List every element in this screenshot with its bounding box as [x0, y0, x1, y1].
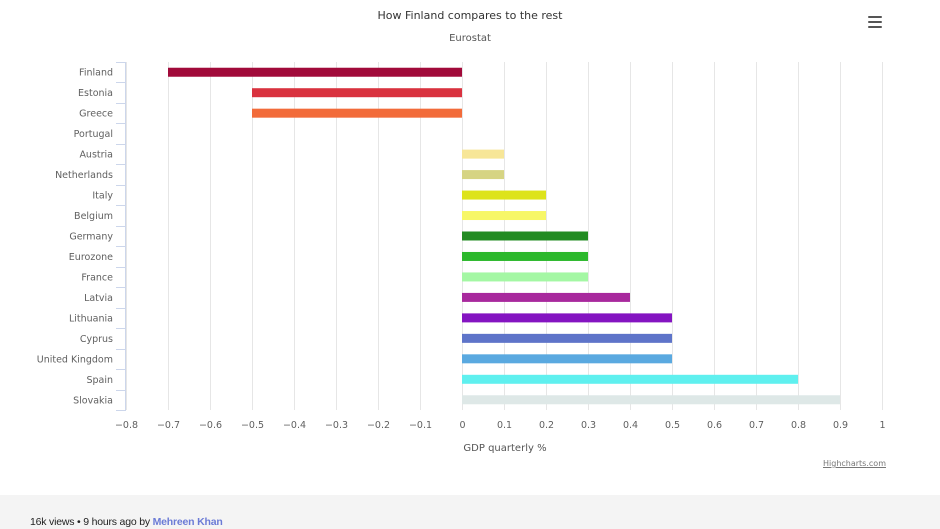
hamburger-menu-icon-bar	[868, 26, 882, 28]
bar-chart-plot: Finland Estonia Greece Portugal Austria Nethe…	[37, 62, 886, 454]
x-tick-label: 0	[459, 420, 465, 431]
bar[interactable]	[462, 149, 504, 159]
y-tick-label: United Kingdom	[37, 354, 113, 365]
bar[interactable]	[462, 374, 798, 384]
x-tick-label: 0.4	[623, 420, 638, 431]
y-tick-label: Eurozone	[69, 252, 113, 263]
x-tick-label: −0.3	[325, 420, 348, 431]
bar[interactable]	[462, 231, 588, 241]
x-tick-label: 0.2	[539, 420, 554, 431]
views-and-time: 16k views • 9 hours ago by	[30, 516, 153, 528]
x-tick-label: −0.1	[409, 420, 432, 431]
y-tick-label: Germany	[69, 232, 113, 243]
x-tick-label: 0.8	[791, 420, 806, 431]
bar[interactable]	[252, 108, 462, 118]
x-tick-label: 0.3	[581, 420, 596, 431]
x-tick-label: −0.4	[283, 420, 306, 431]
footer-bar: 16k views • 9 hours ago by Mehreen Khan	[0, 495, 940, 529]
y-tick-label: Italy	[92, 191, 113, 202]
bar[interactable]	[462, 354, 672, 364]
y-tick-label: Austria	[79, 150, 113, 161]
x-tick-label: −0.8	[115, 420, 138, 431]
bar[interactable]	[252, 88, 462, 98]
y-tick-label: Portugal	[74, 129, 113, 140]
chart-menu-button[interactable]	[862, 12, 888, 34]
bar[interactable]	[462, 313, 672, 323]
x-tick-label: −0.5	[241, 420, 264, 431]
author-link[interactable]: Mehreen Khan	[152, 516, 223, 528]
x-tick-label: 0.6	[707, 420, 722, 431]
y-tick-label: Finland	[79, 68, 113, 79]
x-tick-label: 0.7	[749, 420, 764, 431]
y-tick-label: Lithuania	[69, 313, 113, 324]
bar[interactable]	[462, 190, 546, 200]
y-tick-label: Slovakia	[73, 395, 113, 406]
y-tick-label: Latvia	[84, 293, 113, 304]
bar[interactable]	[462, 272, 588, 282]
credits-link[interactable]: Highcharts.com	[823, 459, 886, 468]
footer-meta: 16k views • 9 hours ago by Mehreen Khan	[30, 516, 223, 528]
bar[interactable]	[462, 395, 840, 405]
y-tick-label: Spain	[86, 375, 113, 386]
x-tick-label: −0.2	[367, 420, 390, 431]
category-axis: Finland Estonia Greece Portugal Austria Nethe…	[37, 62, 126, 411]
chart-title: How Finland compares to the rest	[377, 9, 563, 22]
x-tick-label: −0.6	[199, 420, 222, 431]
bar[interactable]	[462, 211, 546, 221]
x-tick-label: 0.1	[497, 420, 512, 431]
y-tick-label: Greece	[79, 109, 113, 120]
hamburger-menu-icon	[868, 16, 882, 18]
chart-subtitle: Eurostat	[449, 33, 491, 44]
hamburger-menu-icon-bar	[868, 21, 882, 23]
y-tick-label: Cyprus	[80, 334, 113, 345]
chart-container: How Finland compares to the rest Eurosta…	[36, 9, 888, 468]
y-tick-label: Estonia	[78, 88, 113, 99]
y-tick-label: Belgium	[74, 211, 113, 222]
y-tick-label: France	[81, 272, 113, 283]
y-tick-label: Netherlands	[55, 170, 113, 181]
bars	[168, 67, 840, 405]
bar[interactable]	[168, 67, 462, 77]
x-tick-label: 0.5	[665, 420, 680, 431]
x-tick-label: 1	[879, 420, 885, 431]
x-tick-label: 0.9	[833, 420, 848, 431]
x-tick-label: −0.7	[157, 420, 180, 431]
x-axis-label: GDP quarterly %	[463, 443, 546, 454]
bar[interactable]	[462, 170, 504, 180]
bar[interactable]	[462, 333, 672, 343]
bar[interactable]	[462, 292, 630, 302]
bar[interactable]	[462, 251, 588, 261]
value-axis: −0.8 −0.7 −0.6 −0.5 −0.4 −0.3 −0.2 −0.1 0 0.1 0.2 0…	[115, 420, 886, 431]
